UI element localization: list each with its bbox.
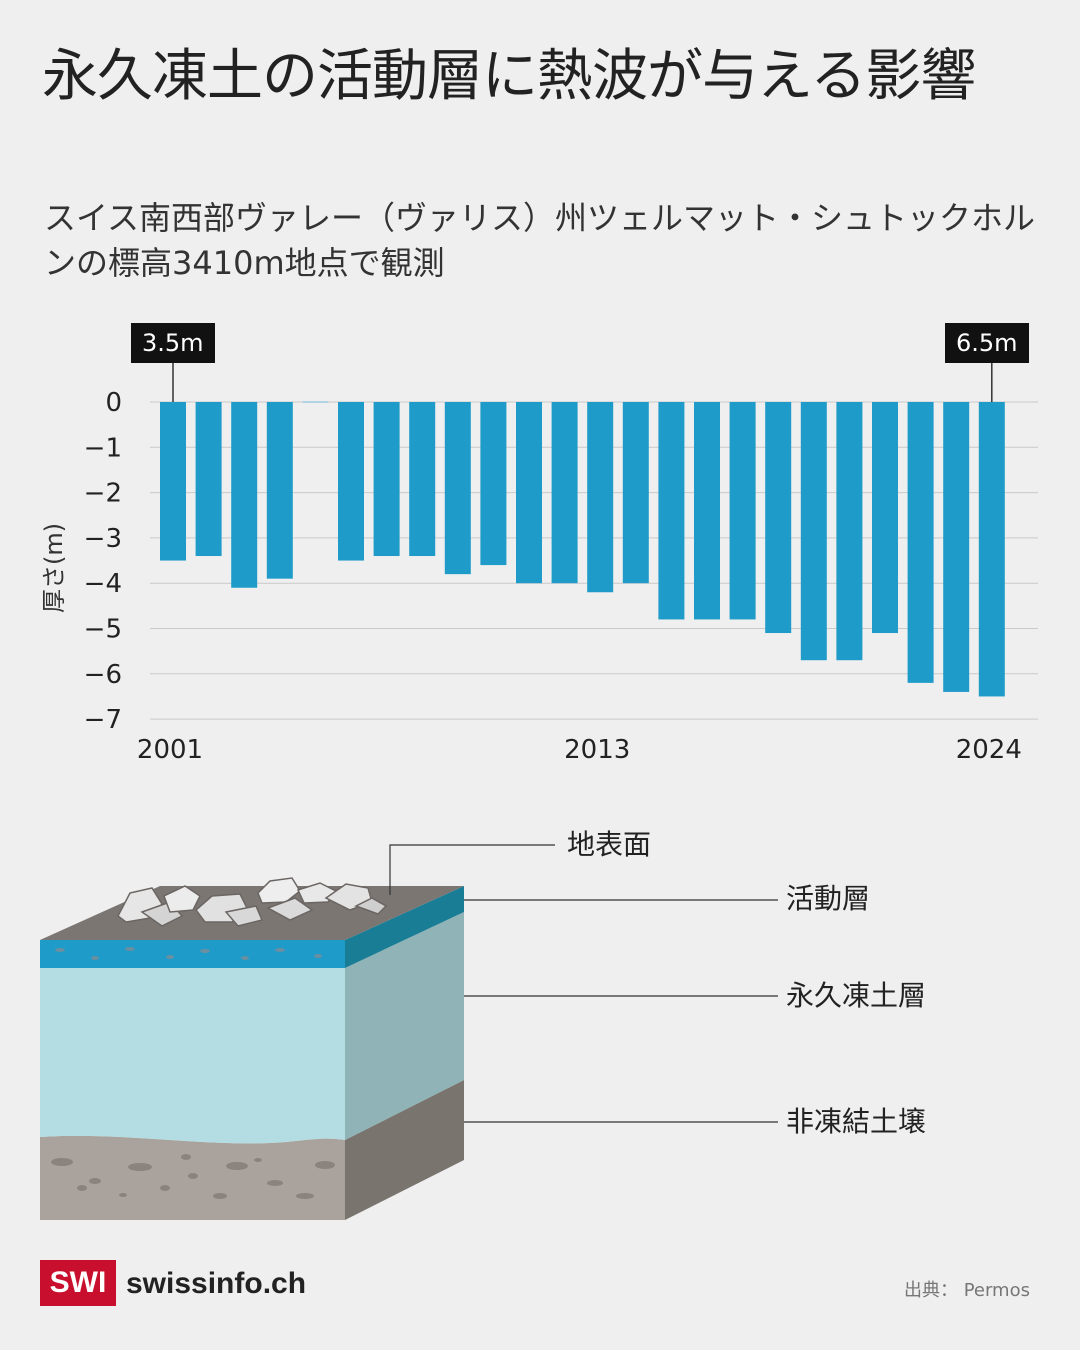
bar-2008	[409, 402, 436, 557]
x-tick-label: 2024	[956, 735, 1022, 765]
bar-2021	[872, 402, 898, 634]
soil-pebbles	[51, 1154, 335, 1199]
bar-2017	[729, 402, 756, 620]
bar-2004	[266, 402, 293, 579]
bar-2002	[195, 402, 222, 557]
bar-2014	[622, 402, 649, 584]
bar-2003	[231, 402, 258, 588]
bar-2018	[765, 402, 792, 634]
active-layer-front	[40, 940, 345, 968]
bar-2015	[658, 402, 685, 620]
soil-diagram: 地表面 活動層 永久凍土層 非凍結土壌	[40, 828, 926, 1220]
y-tick-label: −4	[84, 569, 122, 599]
bar-2020	[836, 402, 863, 661]
bar-2001	[160, 402, 186, 561]
label-unfrozen: 非凍結土壌	[786, 1105, 926, 1138]
bar-2013	[587, 402, 614, 593]
bar-2009	[444, 402, 471, 575]
bars	[160, 401, 1005, 697]
y-tick-label: 0	[105, 388, 122, 418]
y-axis-label: 厚さ(m)	[40, 523, 68, 613]
unfrozen-side	[345, 1080, 464, 1220]
permafrost-side	[345, 912, 464, 1140]
diagram-leaders	[389, 844, 778, 1123]
y-tick-label: −2	[84, 479, 122, 509]
y-tick-label: −3	[84, 524, 122, 554]
bar-2024	[978, 402, 1005, 697]
x-tick-label: 2013	[564, 735, 630, 765]
callout-leaders	[172, 363, 993, 402]
bar-chart: 0 −1 −2 −3 −4 −5 −6 −7 2001 2013 2024 厚さ(m)	[40, 363, 1038, 765]
bar-2011	[516, 402, 542, 584]
bar-2010	[480, 402, 507, 566]
surface-rocks	[117, 877, 388, 927]
bar-2007	[373, 402, 400, 557]
label-active-layer: 活動層	[786, 882, 870, 915]
bar-2006	[338, 402, 364, 561]
y-tick-label: −6	[84, 660, 122, 690]
y-tick-label: −1	[84, 433, 122, 463]
callout-2024: 6.5m	[945, 323, 1029, 363]
label-surface: 地表面	[567, 828, 651, 861]
active-layer-speckles	[55, 947, 322, 960]
bar-2023	[943, 402, 970, 692]
y-axis-ticks: 0 −1 −2 −3 −4 −5 −6 −7	[84, 388, 122, 735]
bar-2016	[694, 402, 720, 620]
y-tick-label: −5	[84, 615, 122, 645]
permafrost-front	[40, 968, 345, 1144]
x-tick-label: 2001	[137, 735, 203, 765]
chart-subtitle: スイス南西部ヴァレー（ヴァリス）州ツェルマット・シュトックホルンの標高3410m…	[44, 199, 1036, 282]
leader-surface	[389, 844, 555, 895]
active-layer-side	[345, 886, 464, 968]
bar-2019	[800, 402, 827, 661]
swi-logo: SWI	[40, 1260, 116, 1306]
y-tick-label: −7	[84, 705, 122, 735]
label-permafrost: 永久凍土層	[786, 979, 926, 1012]
source-credit: 出典： Permos	[903, 1280, 1030, 1301]
bar-2022	[907, 402, 934, 683]
site-name: swissinfo.ch	[126, 1267, 307, 1300]
chart-title: 永久凍土の活動層に熱波が与える影響	[42, 44, 976, 109]
x-axis-ticks: 2001 2013 2024	[137, 735, 1022, 765]
callout-2001: 3.5m	[131, 323, 215, 363]
bar-2012	[551, 402, 578, 584]
